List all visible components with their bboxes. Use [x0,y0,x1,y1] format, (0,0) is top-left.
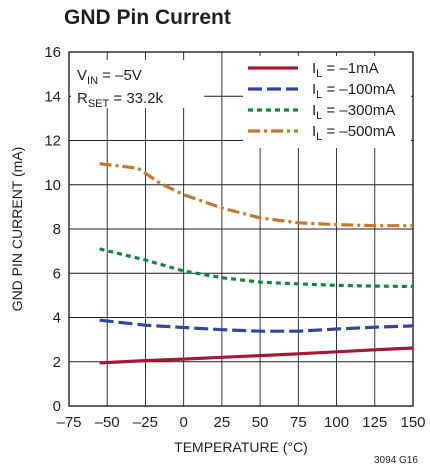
x-tick-label: –75 [56,414,81,431]
condition-2-sub: SET [88,98,110,110]
legend-label-1-sub: L [316,68,322,80]
y-tick-label: 16 [44,44,61,61]
y-axis-label: GND PIN CURRENT (mA) [9,147,25,312]
condition-2-main: R [77,90,88,107]
legend-box [243,56,411,148]
conditions-box [71,60,204,108]
condition-2-rest: = 33.2k [109,90,163,107]
y-tick-label: 4 [53,310,61,327]
x-tick-label: 50 [252,414,269,431]
y-tick-label: 10 [44,177,61,194]
y-tick-label: 8 [53,221,61,238]
y-tick-label: 2 [53,354,61,371]
x-tick-label: –50 [95,414,120,431]
legend-label-4-sub: L [316,131,322,143]
x-tick-label: 150 [400,414,425,431]
legend-label-3-sub: L [316,110,322,122]
x-tick-label: 75 [290,414,307,431]
x-axis-label: TEMPERATURE (°C) [174,439,308,455]
legend-label-4-rest: = –500mA [322,123,395,140]
condition-1-main: V [77,67,87,84]
legend-label-3-main: I [312,102,316,119]
legend-label-2-rest: = –100mA [322,81,395,98]
x-tick-label: 0 [179,414,187,431]
series-line-3 [99,247,414,289]
chart-title: GND Pin Current [64,6,231,29]
y-tick-label: 6 [53,265,61,282]
y-tick-label: 12 [44,133,61,150]
x-tick-label: 125 [362,414,387,431]
x-tick-label: –25 [133,414,158,431]
legend-label-2-sub: L [316,89,322,101]
figure-id: 3094 G16 [374,455,418,466]
legend-label-1-rest: = –1mA [322,60,378,77]
legend-label-4-main: I [312,123,316,140]
plot-frame [68,51,414,407]
y-tick-label: 0 [53,398,61,415]
series-line-4 [99,162,413,228]
condition-2: RSET = 33.2k [77,90,164,110]
condition-1: VIN = –5V [77,67,142,87]
legend-label-1: IL = –1mA [312,60,379,80]
condition-1-sub: IN [87,75,98,87]
legend-label-2: IL = –100mA [312,81,395,101]
x-tick-label: 100 [324,414,349,431]
legend-label-3: IL = –300mA [312,102,395,122]
x-tick-label: 25 [214,414,231,431]
series-line-2 [99,318,414,333]
legend-label-4: IL = –500mA [312,123,395,143]
legend-label-2-main: I [312,81,316,98]
series-line-1 [99,346,414,365]
y-tick-label: 14 [44,88,61,105]
legend-label-3-rest: = –300mA [322,102,395,119]
legend-label-1-main: I [312,60,316,77]
condition-1-rest: = –5V [98,67,142,84]
